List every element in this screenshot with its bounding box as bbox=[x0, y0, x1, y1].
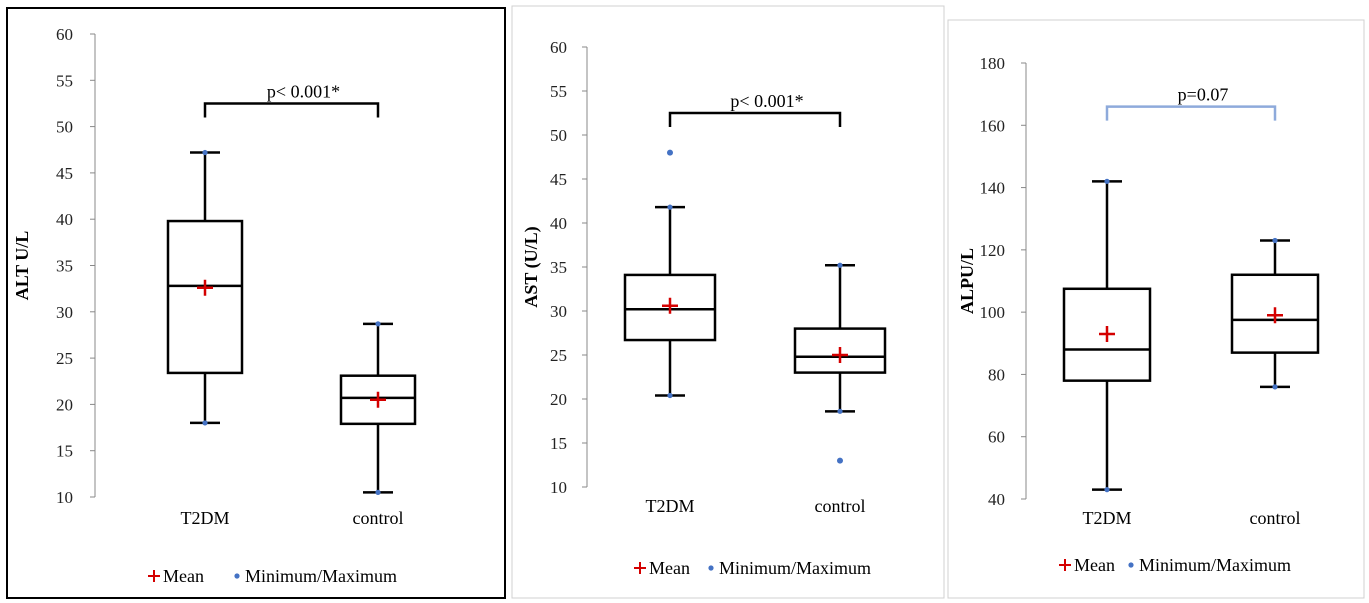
mean-marker bbox=[370, 391, 386, 408]
legend-mean-label: Mean bbox=[1074, 555, 1115, 575]
max-marker bbox=[667, 204, 673, 210]
mean-marker bbox=[1267, 307, 1283, 324]
category-label: control bbox=[353, 508, 404, 528]
y-tick-label: 40 bbox=[550, 214, 567, 233]
y-tick-label: 50 bbox=[56, 118, 73, 137]
legend-mean-marker bbox=[148, 570, 160, 582]
y-axis-label: ALPU/L bbox=[957, 248, 977, 314]
y-tick-label: 140 bbox=[980, 179, 1006, 198]
max-marker bbox=[837, 262, 843, 268]
chart-panel-3: 40 60 80 100 120 140 160 180 ALPU/L T2DM control p=… bbox=[947, 19, 1365, 599]
y-tick-label: 10 bbox=[56, 488, 73, 507]
y-tick-label: 25 bbox=[56, 349, 73, 368]
legend-mean-label: Mean bbox=[649, 558, 690, 578]
legend: Mean Minimum/Maximum bbox=[634, 558, 871, 578]
panel-frame bbox=[511, 5, 945, 599]
max-marker bbox=[1272, 237, 1278, 244]
y-tick-label: 100 bbox=[980, 303, 1006, 322]
category-label: T2DM bbox=[646, 496, 695, 516]
significance-bracket bbox=[203, 102, 380, 118]
box-control bbox=[793, 262, 887, 464]
y-tick-label: 55 bbox=[56, 71, 73, 90]
min-marker bbox=[667, 392, 673, 399]
legend-mean-marker bbox=[634, 562, 646, 574]
y-tick-label: 45 bbox=[550, 170, 567, 189]
mean-marker bbox=[197, 279, 213, 296]
y-tick-label: 160 bbox=[980, 116, 1006, 135]
box-t2dm bbox=[623, 149, 717, 399]
y-tick-label: 45 bbox=[56, 164, 73, 183]
y-tick-label: 60 bbox=[550, 38, 567, 57]
legend-minmax-marker bbox=[708, 565, 714, 571]
significance-label: p< 0.001* bbox=[730, 91, 803, 111]
legend-minmax-label: Minimum/Maximum bbox=[245, 566, 397, 586]
category-label: control bbox=[1250, 508, 1301, 528]
y-tick-label: 15 bbox=[56, 442, 73, 461]
min-marker bbox=[202, 420, 208, 426]
legend-mean-label: Mean bbox=[163, 566, 204, 586]
y-tick-label: 40 bbox=[988, 490, 1005, 509]
y-tick-label: 25 bbox=[550, 346, 567, 365]
legend-mean-marker bbox=[1059, 559, 1071, 571]
category-label: T2DM bbox=[181, 508, 230, 528]
y-tick-label: 35 bbox=[550, 258, 567, 277]
box-t2dm bbox=[166, 149, 244, 426]
y-tick-label: 30 bbox=[56, 303, 73, 322]
significance-label: p=0.07 bbox=[1178, 85, 1229, 105]
category-label: control bbox=[815, 496, 866, 516]
max-marker bbox=[1104, 178, 1110, 184]
chart-panel-1: 10 15 20 25 30 35 40 45 50 55 60 ALT U/L T2DM control… bbox=[6, 7, 506, 599]
max-marker bbox=[202, 149, 208, 156]
legend-minmax-marker bbox=[1128, 562, 1134, 568]
legend-minmax-label: Minimum/Maximum bbox=[719, 558, 871, 578]
mean-marker bbox=[1099, 325, 1115, 342]
y-tick-label: 20 bbox=[56, 395, 73, 414]
y-tick-label: 35 bbox=[56, 257, 73, 276]
y-tick-label: 20 bbox=[550, 390, 567, 409]
box-control bbox=[1230, 237, 1320, 390]
y-tick-label: 40 bbox=[56, 210, 73, 229]
outlier-point bbox=[837, 457, 843, 464]
y-tick-label: 50 bbox=[550, 126, 567, 145]
min-marker bbox=[837, 408, 843, 414]
legend-minmax-marker bbox=[234, 573, 240, 579]
significance-bracket bbox=[668, 111, 842, 127]
category-label: T2DM bbox=[1083, 508, 1132, 528]
iqr-box bbox=[166, 219, 244, 375]
panel-frame bbox=[6, 7, 506, 599]
legend-minmax-label: Minimum/Maximum bbox=[1139, 555, 1291, 575]
y-tick-label: 60 bbox=[56, 25, 73, 44]
iqr-box bbox=[339, 374, 417, 426]
y-tick-label: 60 bbox=[988, 428, 1005, 447]
box-t2dm bbox=[1062, 178, 1152, 493]
y-tick-label: 180 bbox=[980, 54, 1006, 73]
y-tick-label: 55 bbox=[550, 82, 567, 101]
min-marker bbox=[1104, 487, 1110, 493]
y-axis-label: AST (U/L) bbox=[521, 226, 542, 307]
y-tick-label: 15 bbox=[550, 434, 567, 453]
min-marker bbox=[375, 489, 381, 495]
box-control bbox=[339, 321, 417, 495]
legend: Mean Minimum/Maximum bbox=[1059, 555, 1291, 575]
y-tick-label: 80 bbox=[988, 365, 1005, 384]
chart-panel-2: 10 15 20 25 30 35 40 45 50 55 60 AST (U/L) T2DM contr… bbox=[511, 5, 945, 599]
mean-marker bbox=[832, 347, 848, 363]
outlier-point bbox=[667, 149, 673, 156]
y-tick-label: 120 bbox=[980, 241, 1006, 260]
significance-label: p< 0.001* bbox=[267, 81, 340, 101]
mean-marker bbox=[662, 297, 678, 314]
max-marker bbox=[375, 321, 381, 327]
legend: Mean Minimum/Maximum bbox=[148, 566, 397, 586]
y-tick-label: 10 bbox=[550, 478, 567, 497]
significance-bracket bbox=[1105, 105, 1277, 121]
y-tick-label: 30 bbox=[550, 302, 567, 321]
y-axis-label: ALT U/L bbox=[12, 231, 32, 301]
min-marker bbox=[1272, 384, 1278, 390]
